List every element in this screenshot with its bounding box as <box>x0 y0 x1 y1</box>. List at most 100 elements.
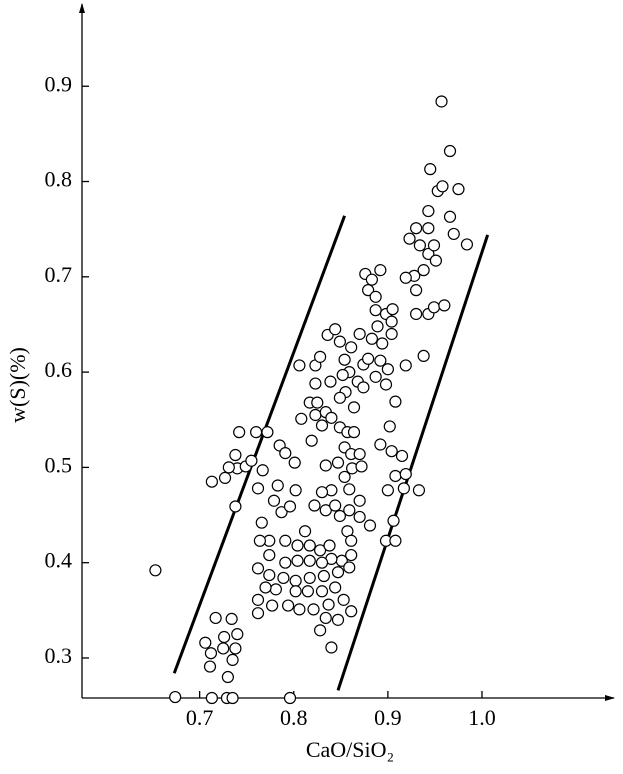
data-point <box>229 500 242 513</box>
data-point <box>309 408 322 422</box>
data-point <box>345 534 358 547</box>
data-point <box>331 456 345 469</box>
data-point <box>343 483 356 496</box>
data-point <box>410 284 423 297</box>
data-point <box>291 554 304 567</box>
data-point <box>427 301 441 314</box>
data-point <box>389 469 402 483</box>
data-point <box>225 612 238 626</box>
data-point <box>363 519 377 532</box>
data-point <box>410 222 423 235</box>
data-point <box>279 534 292 547</box>
data-point <box>314 544 327 557</box>
x-tick-label: 1.0 <box>468 705 496 730</box>
data-point <box>329 499 342 512</box>
data-point <box>374 264 387 277</box>
y-tick-label: 0.5 <box>45 452 73 477</box>
data-point <box>293 603 306 616</box>
data-point <box>329 323 342 336</box>
data-point <box>389 395 402 408</box>
data-point <box>422 222 435 235</box>
data-point <box>410 307 423 321</box>
data-point <box>288 456 301 469</box>
data-point <box>357 381 370 394</box>
data-point <box>245 454 258 467</box>
y-tick-label: 0.6 <box>45 357 73 382</box>
data-point <box>369 370 382 383</box>
data-point <box>347 426 361 439</box>
data-point <box>309 377 322 390</box>
data-point <box>386 303 399 316</box>
data-point <box>319 611 332 625</box>
data-point <box>301 585 314 598</box>
data-point <box>315 486 329 499</box>
data-point <box>315 556 329 569</box>
data-point <box>417 264 430 277</box>
data-point <box>353 510 366 524</box>
data-point <box>303 539 316 552</box>
data-point <box>277 571 290 585</box>
x-tick-label: 0.9 <box>374 705 402 730</box>
data-point <box>333 335 346 348</box>
data-point <box>365 273 378 286</box>
data-point <box>315 419 329 432</box>
data-point <box>345 341 358 354</box>
data-point <box>314 350 327 363</box>
data-point <box>289 574 302 587</box>
data-point <box>282 599 295 612</box>
y-tick-label: 0.7 <box>45 262 73 287</box>
data-point <box>331 613 345 626</box>
data-point <box>279 556 292 569</box>
data-point <box>383 420 396 433</box>
data-point <box>317 569 330 583</box>
data-point <box>271 479 284 492</box>
data-point <box>308 499 321 512</box>
data-point <box>283 691 297 705</box>
y-tick-label: 0.3 <box>45 643 73 668</box>
data-point <box>452 183 465 196</box>
data-point <box>266 599 279 612</box>
data-point <box>412 484 426 497</box>
boundary-line <box>336 234 490 691</box>
data-point <box>353 327 366 341</box>
data-point <box>218 630 231 644</box>
data-point <box>261 426 274 439</box>
data-point <box>199 636 212 649</box>
data-point <box>218 471 232 484</box>
data-point <box>333 391 346 404</box>
x-tick-label: 0.7 <box>186 705 214 730</box>
data-point <box>314 624 327 637</box>
data-point <box>311 396 324 409</box>
data-point <box>403 232 416 245</box>
data-point <box>251 562 265 575</box>
data-point <box>338 353 351 366</box>
data-point <box>323 539 336 552</box>
data-point <box>371 320 384 333</box>
data-point <box>329 581 342 594</box>
data-point <box>389 534 402 547</box>
data-point <box>251 607 265 620</box>
data-point <box>279 447 292 460</box>
data-point <box>395 449 409 463</box>
data-point <box>222 461 235 474</box>
data-point <box>374 438 387 451</box>
y-tick-label: 0.9 <box>45 71 73 96</box>
data-point <box>374 354 387 367</box>
data-point <box>345 605 358 618</box>
data-point <box>298 525 312 538</box>
data-point <box>343 561 356 574</box>
data-point <box>251 593 265 606</box>
data-point <box>385 315 398 328</box>
data-point <box>376 337 389 350</box>
data-point <box>226 653 239 666</box>
data-point <box>169 690 182 704</box>
data-point <box>267 494 281 507</box>
data-point <box>315 585 329 598</box>
data-point <box>253 534 266 547</box>
data-point <box>413 239 426 252</box>
data-point <box>345 548 358 562</box>
data-point <box>387 514 400 527</box>
data-point <box>381 484 394 497</box>
data-point <box>427 239 441 252</box>
data-point <box>422 247 435 261</box>
